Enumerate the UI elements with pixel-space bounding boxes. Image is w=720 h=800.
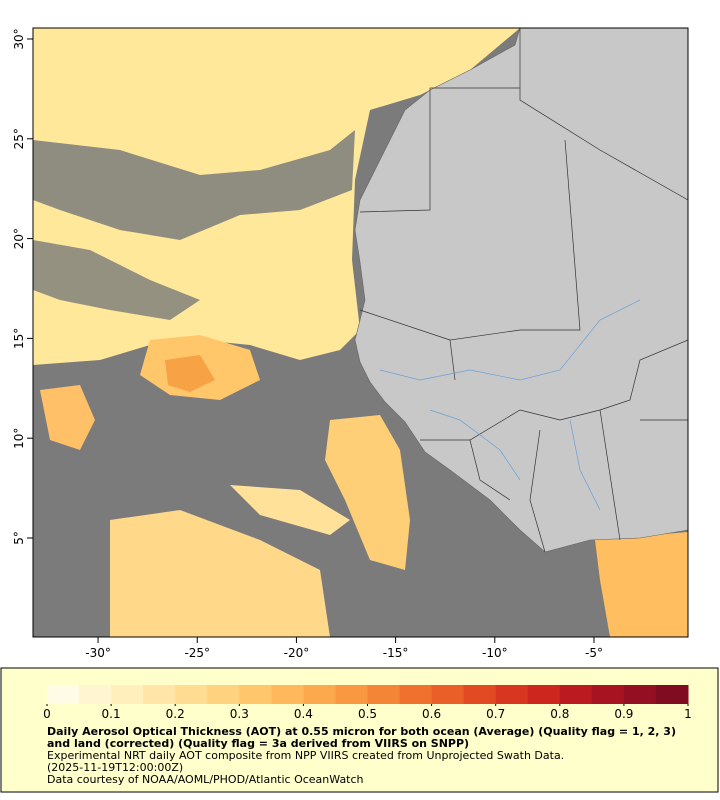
colorbar-tick-label: 0.1: [102, 707, 121, 721]
colorbar-step: [271, 685, 304, 704]
land: [354, 28, 688, 553]
map-frame: [32, 27, 689, 638]
aerosol-patch: [230, 485, 350, 535]
caption-credit: Data courtesy of NOAA/AOML/PHOD/Atlantic…: [47, 773, 364, 786]
colorbar-step: [303, 685, 336, 704]
caption-title: Daily Aerosol Optical Thickness (AOT) at…: [47, 725, 676, 750]
y-tick-label: 20°: [12, 228, 26, 249]
caption: Daily Aerosol Optical Thickness (AOT) at…: [47, 726, 677, 786]
colorbar-step: [559, 685, 593, 704]
aerosol-patch: [110, 510, 330, 637]
y-tick-label: 5°: [12, 531, 26, 545]
colorbar-step: [591, 685, 625, 704]
rivers: [379, 299, 641, 511]
aerosol-patch: [325, 415, 410, 570]
x-tick-label: -15°: [383, 646, 409, 660]
colorbar-tick-label: 1: [684, 707, 692, 721]
aerosol-patch: [40, 385, 95, 450]
colorbar-step: [527, 685, 561, 704]
colorbar-step: [175, 685, 208, 704]
colorbar-step: [655, 685, 689, 704]
aerosol-gap: [33, 240, 200, 320]
colorbar-step: [463, 685, 497, 704]
colorbar-tick-label: 0.5: [358, 707, 377, 721]
colorbar-step: [367, 685, 401, 704]
colorbar-step: [143, 685, 176, 704]
colorbar-tick-label: 0.8: [550, 707, 569, 721]
caption-subtitle: Experimental NRT daily AOT composite fro…: [47, 749, 565, 762]
colorbar-step: [431, 685, 465, 704]
aerosol-gap: [33, 130, 355, 240]
colorbar-step: [623, 685, 657, 704]
x-tick-label: -25°: [184, 646, 210, 660]
colorbar-tick-label: 0.7: [486, 707, 505, 721]
y-tick-label: 30°: [12, 28, 26, 49]
colorbar-step: [207, 685, 240, 704]
colorbar-tick-label: 0.4: [294, 707, 313, 721]
x-tick-label: -5°: [585, 646, 603, 660]
y-tick-label: 25°: [12, 128, 26, 149]
colorbar-step: [111, 685, 144, 704]
colorbar-step: [79, 685, 112, 704]
aerosol-patch: [595, 532, 688, 637]
map-area: [33, 28, 688, 637]
x-tick-label: -20°: [284, 646, 310, 660]
colorbar-tick-label: 0.6: [422, 707, 441, 721]
y-tick-label: 10°: [12, 428, 26, 449]
colorbar-step: [335, 685, 368, 704]
y-tick-label: 15°: [12, 328, 26, 349]
colorbar-step: [495, 685, 529, 704]
colorbar-step: [399, 685, 433, 704]
colorbar-tick-label: 0.9: [614, 707, 633, 721]
aerosol-orange: [165, 355, 215, 392]
borders: [359, 28, 688, 553]
colorbar-tick-label: 0.3: [230, 707, 249, 721]
colorbar-tick-label: 0: [43, 707, 51, 721]
colorbar-step: [239, 685, 272, 704]
colorbar-step: [47, 685, 80, 704]
x-tick-label: -10°: [482, 646, 508, 660]
axes: -30° -25° -20° -15° -10° -5° 5° 10° 15° 20° 25° 30°: [12, 28, 603, 660]
colorbar: 0 0.1 0.2 0.3 0.4 0.5 0.6 0.7 0.8 0.9 1: [43, 685, 692, 721]
colorbar-tick-label: 0.2: [166, 707, 185, 721]
x-tick-label: -30°: [85, 646, 111, 660]
caption-date: (2025-11-19T12:00:00Z): [47, 761, 184, 774]
